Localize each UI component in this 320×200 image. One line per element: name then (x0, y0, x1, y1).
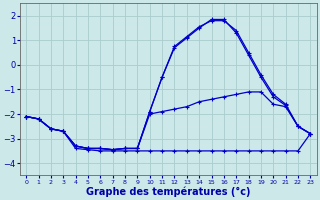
X-axis label: Graphe des températures (°c): Graphe des températures (°c) (86, 186, 251, 197)
